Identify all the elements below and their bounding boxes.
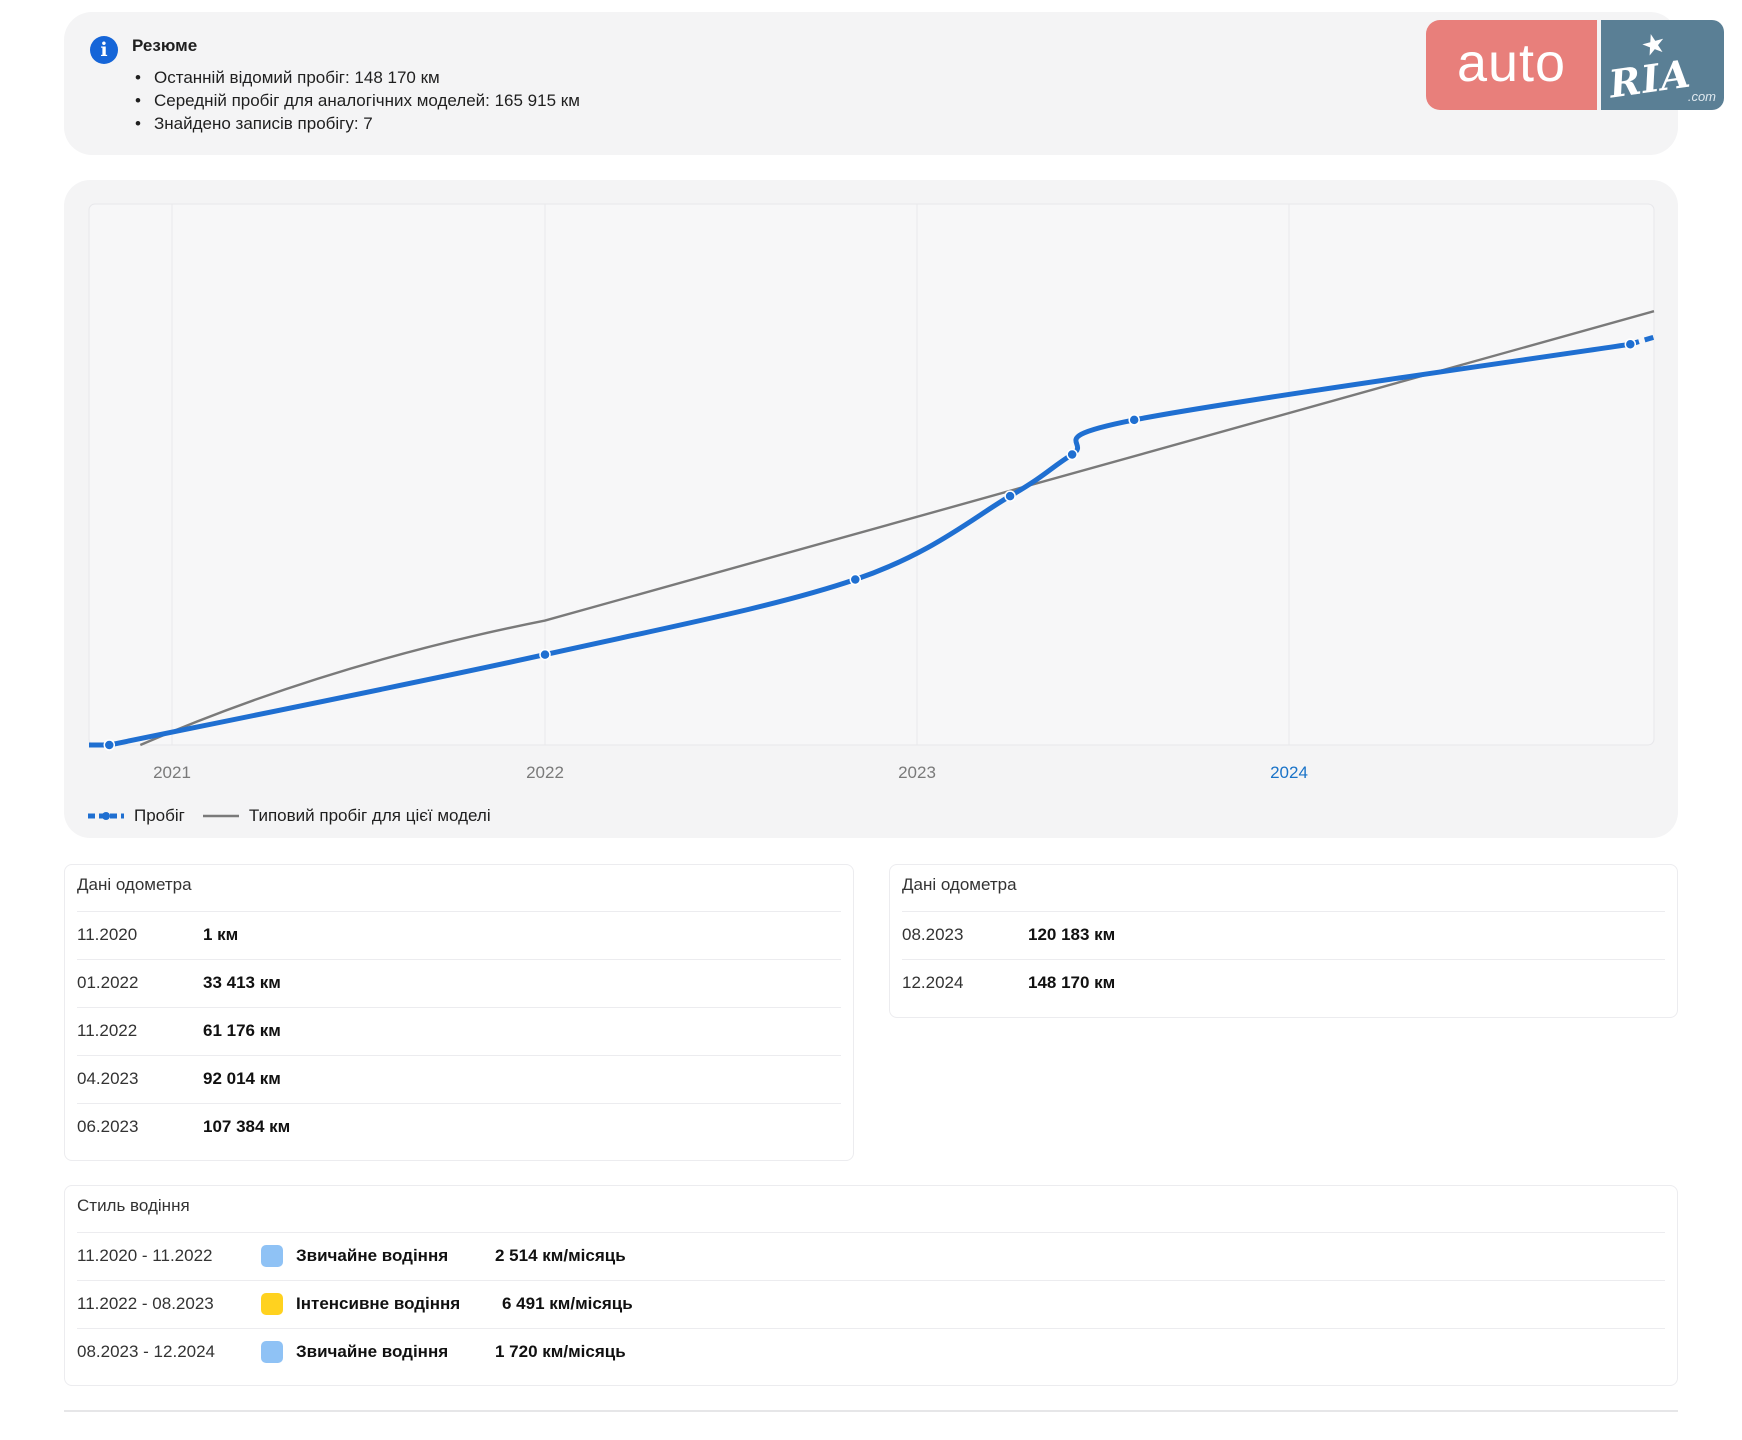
style-color-chip — [261, 1245, 283, 1267]
chart-plot-area — [88, 203, 1655, 746]
mileage-point[interactable] — [849, 573, 862, 586]
odometer-row: 06.2023 107 384 км — [77, 1103, 841, 1152]
x-tick-label: 2024 — [1270, 763, 1308, 782]
driving-period: 08.2023 - 12.2024 — [77, 1342, 216, 1361]
style-color-chip — [261, 1293, 283, 1315]
legend-mileage-label: Пробіг — [134, 806, 185, 825]
mileage-point[interactable] — [1066, 448, 1078, 461]
chart-legend: Пробіг Типовий пробіг для цієї моделі — [88, 805, 509, 827]
odometer-date: 01.2022 — [77, 973, 139, 992]
driving-style-row: 11.2022 - 08.2023 Інтенсивне водіння 6 4… — [77, 1280, 1665, 1329]
odometer-card-right: Дані одометра 08.2023 120 183 км 12.2024… — [889, 864, 1678, 1018]
odometer-card-left: Дані одометра 11.2020 1 км 01.2022 33 41… — [64, 864, 854, 1161]
odometer-row: 01.2022 33 413 км — [77, 959, 841, 1008]
driving-rate: 1 720 км/місяць — [495, 1342, 626, 1361]
legend-mileage-swatch — [88, 812, 124, 820]
summary-panel: i Резюме Останній відомий пробіг: 148 17… — [64, 12, 1678, 155]
driving-period: 11.2020 - 11.2022 — [77, 1246, 213, 1265]
legend-typical-label: Типовий пробіг для цієї моделі — [248, 806, 491, 825]
odometer-row: 11.2022 61 176 км — [77, 1007, 841, 1056]
odometer-row: 12.2024 148 170 км — [902, 959, 1665, 1008]
mileage-line — [106, 341, 1633, 748]
odometer-date: 11.2020 — [77, 925, 138, 944]
driving-period: 11.2022 - 08.2023 — [77, 1294, 214, 1313]
summary-list: Останній відомий пробіг: 148 170 км Сере… — [132, 66, 580, 135]
summary-title: Резюме — [132, 36, 198, 55]
typical-mileage-line — [139, 310, 1655, 747]
driving-style-card: Стиль водіння 11.2020 - 11.2022 Звичайне… — [64, 1185, 1678, 1386]
odometer-value: 92 014 км — [203, 1069, 281, 1088]
mileage-point[interactable] — [1624, 338, 1637, 350]
odometer-title: Дані одометра — [77, 875, 192, 894]
autoria-logo: auto ★ RIA .com — [1426, 20, 1724, 110]
legend-typical-swatch — [202, 814, 239, 818]
odometer-date: 11.2022 — [77, 1021, 138, 1040]
odometer-value: 61 176 км — [203, 1021, 281, 1040]
x-tick-label: 2022 — [526, 763, 564, 782]
odometer-date: 04.2023 — [77, 1069, 139, 1088]
odometer-title: Дані одометра — [902, 875, 1017, 894]
odometer-row: 04.2023 92 014 км — [77, 1055, 841, 1104]
mileage-point[interactable] — [1004, 490, 1016, 502]
x-tick-label: 2021 — [153, 763, 191, 782]
summary-item-records-count: Знайдено записів пробігу: 7 — [132, 112, 580, 135]
driving-style-row: 11.2020 - 11.2022 Звичайне водіння 2 514… — [77, 1232, 1665, 1281]
logo-auto-part: auto — [1426, 20, 1597, 110]
odometer-value: 107 384 км — [203, 1117, 291, 1136]
driving-style-label: Інтенсивне водіння — [296, 1294, 461, 1313]
odometer-value: 33 413 км — [203, 973, 281, 992]
odometer-date: 08.2023 — [902, 925, 964, 944]
logo-ria-part: ★ RIA .com — [1601, 20, 1724, 110]
mileage-point[interactable] — [1128, 414, 1140, 426]
odometer-value: 120 183 км — [1028, 925, 1116, 944]
mileage-points — [103, 338, 1637, 751]
driving-style-title: Стиль водіння — [77, 1196, 190, 1215]
info-icon: i — [90, 36, 118, 64]
odometer-value: 148 170 км — [1028, 973, 1116, 992]
chart-x-ticks: 2021 2022 2023 2024 — [153, 763, 1308, 782]
style-color-chip — [261, 1341, 283, 1363]
mileage-point[interactable] — [103, 739, 116, 751]
driving-style-label: Звичайне водіння — [296, 1246, 449, 1265]
odometer-row: 08.2023 120 183 км — [902, 911, 1665, 960]
summary-item-last-mileage: Останній відомий пробіг: 148 170 км — [132, 66, 580, 89]
odometer-value: 1 км — [203, 925, 239, 944]
mileage-point[interactable] — [539, 648, 551, 661]
odometer-row: 11.2020 1 км — [77, 911, 841, 960]
driving-style-label: Звичайне водіння — [296, 1342, 449, 1361]
x-tick-label: 2023 — [898, 763, 936, 782]
odometer-date: 12.2024 — [902, 973, 964, 992]
driving-style-row: 08.2023 - 12.2024 Звичайне водіння 1 720… — [77, 1328, 1665, 1377]
driving-rate: 2 514 км/місяць — [495, 1246, 626, 1265]
driving-rate: 6 491 км/місяць — [502, 1294, 633, 1313]
odometer-date: 06.2023 — [77, 1117, 139, 1136]
logo-com-text: .com — [1687, 89, 1716, 104]
bottom-divider — [64, 1410, 1678, 1412]
summary-item-average-mileage: Середній пробіг для аналогічних моделей:… — [132, 89, 580, 112]
